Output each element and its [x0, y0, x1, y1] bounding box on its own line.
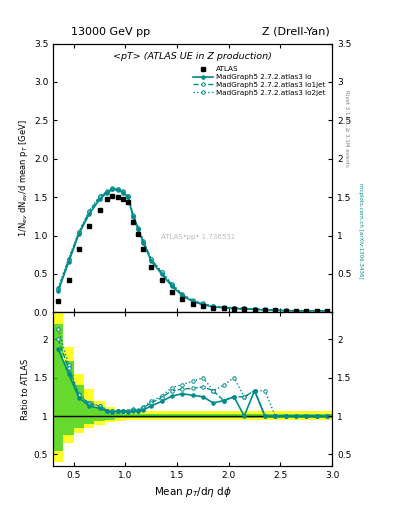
- Text: mcplots.cern.ch [arXiv:1306.3436]: mcplots.cern.ch [arXiv:1306.3436]: [358, 183, 363, 278]
- Y-axis label: Ratio to ATLAS: Ratio to ATLAS: [21, 358, 29, 420]
- Text: Z (Drell-Yan): Z (Drell-Yan): [263, 27, 330, 37]
- Text: <pT> (ATLAS UE in Z production): <pT> (ATLAS UE in Z production): [113, 52, 272, 60]
- Text: 13000 GeV pp: 13000 GeV pp: [71, 27, 150, 37]
- Text: Rivet 3.1.10, ≥ 3.1M events: Rivet 3.1.10, ≥ 3.1M events: [344, 90, 349, 166]
- X-axis label: Mean $p_T$/d$\eta$ d$\phi$: Mean $p_T$/d$\eta$ d$\phi$: [154, 485, 231, 499]
- Y-axis label: 1/N$_{ev}$ dN$_{ev}$/d mean p$_T$ [GeV]: 1/N$_{ev}$ dN$_{ev}$/d mean p$_T$ [GeV]: [17, 119, 29, 237]
- Text: ATLAS•pp• 1.736531: ATLAS•pp• 1.736531: [161, 234, 235, 240]
- Legend: ATLAS, MadGraph5 2.7.2.atlas3 lo, MadGraph5 2.7.2.atlas3 lo1jet, MadGraph5 2.7.2: ATLAS, MadGraph5 2.7.2.atlas3 lo, MadGra…: [190, 63, 329, 99]
